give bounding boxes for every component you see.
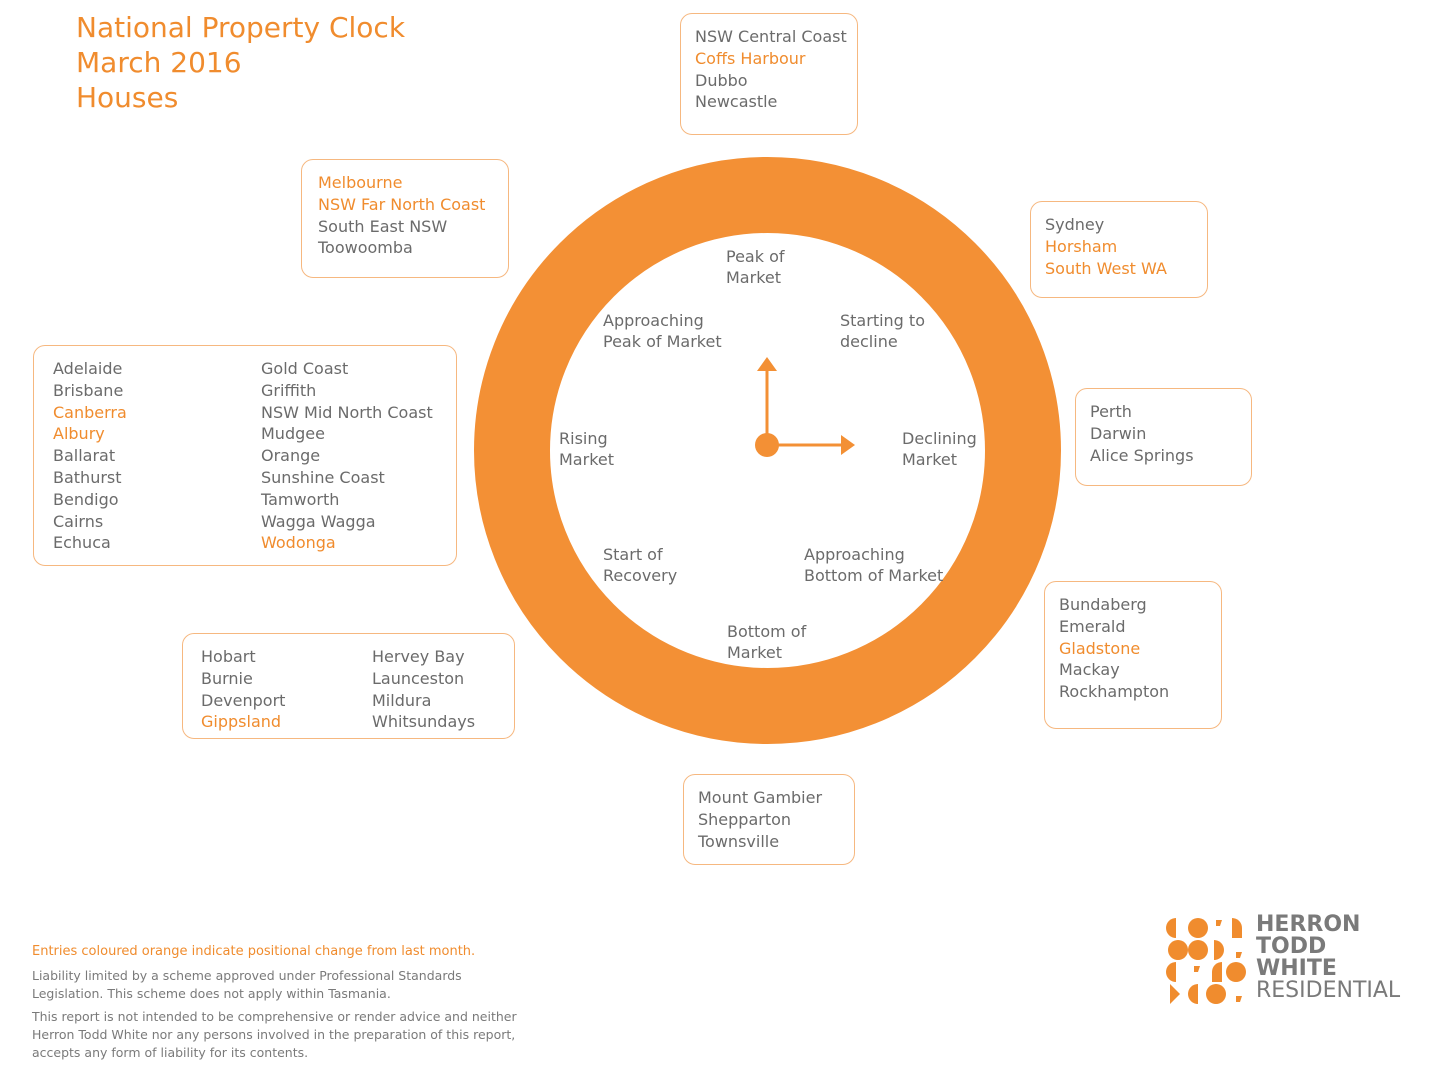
location-item: Mackay [1059,660,1120,680]
group-bottom-left: Hobart Burnie Devenport Gippsland Hervey Ba… [182,633,515,739]
group-top: NSW Central Coast Coffs Harbour Dubbo Newca… [680,13,858,135]
title-line-3: Houses [76,81,179,114]
location-item: Adelaide [53,359,123,378]
location-item: Mudgee [261,424,325,444]
page-title: National Property Clock March 2016 House… [76,10,405,115]
location-item: Wodonga [261,533,336,553]
group-bottom-right: Bundaberg Emerald Gladstone Mackay Rockhampt… [1044,581,1222,729]
location-item: Ballarat [53,446,116,466]
phase-approaching-peak: Approaching Peak of Market [603,311,722,351]
phase-approaching-bottom: Approaching Bottom of Market [804,545,944,585]
location-item: Darwin [1090,423,1147,443]
location-item: Griffith [261,380,317,400]
group-right: Perth Darwin Alice Springs [1075,388,1252,486]
phase-peak: Peak of Market [726,247,785,287]
location-item: Bendigo [53,489,119,509]
location-item: Horsham [1045,236,1118,256]
group-column: Mount Gambier Shepparton Townsville [698,787,822,852]
logo-line-4: RESIDENTIAL [1256,978,1401,1003]
location-item: Orange [261,446,321,466]
location-item: Albury [53,424,105,444]
location-item: Gladstone [1059,638,1141,658]
location-item: NSW Central Coast [695,27,847,46]
location-item: Canberra [53,402,127,422]
group-column: Bundaberg Emerald Gladstone Mackay Rockhampt… [1059,594,1169,703]
location-item: NSW Far North Coast [318,194,486,214]
location-item: Sunshine Coast [261,467,385,487]
location-item: NSW Mid North Coast [261,402,433,422]
location-item: Gippsland [201,712,282,732]
location-item: Devenport [201,690,286,710]
group-column: Hobart Burnie Devenport Gippsland [201,646,285,733]
title-line-2: March 2016 [76,46,242,79]
clock-hand-vertical-arrowhead [757,357,777,371]
company-logo: HERRON TODD WHITE RESIDENTIAL [1166,914,1406,1008]
location-item: Echuca [53,533,111,553]
group-top-left: Melbourne NSW Far North Coast South East N… [301,159,509,278]
title-line-1: National Property Clock [76,11,406,44]
logo-line-1: HERRON [1256,912,1361,937]
liability-text: Liability limited by a scheme approved u… [32,968,462,1001]
logo-text: HERRON TODD WHITE RESIDENTIAL [1256,914,1400,1002]
location-item: Melbourne [318,173,403,192]
location-item: Townsville [698,831,780,851]
group-column: Melbourne NSW Far North Coast South East N… [318,172,485,259]
clock-hub [755,433,779,457]
phase-start-recovery: Start of Recovery [603,545,678,585]
location-item: Burnie [201,668,253,688]
phase-rising: Rising Market [559,429,614,469]
clock-hand-horizontal-arrowhead [841,435,855,455]
location-item: Newcastle [695,92,778,112]
location-item: Coffs Harbour [695,48,806,68]
location-item: South East NSW [318,216,448,236]
phase-starting-decline: Starting to decline [840,311,925,351]
phase-bottom: Bottom of Market [727,622,807,662]
location-item: Cairns [53,511,104,531]
location-item: Bathurst [53,467,122,487]
location-item: Mount Gambier [698,788,823,807]
location-item: Brisbane [53,380,124,400]
location-item: Gold Coast [261,359,349,378]
group-column: Hervey Bay Launceston Mildura Whitsundays [372,646,475,733]
location-item: Perth [1090,402,1132,421]
location-item: Wagga Wagga [261,511,376,531]
location-item: South West WA [1045,258,1167,278]
location-item: Emerald [1059,616,1126,636]
location-item: Bundaberg [1059,595,1147,614]
location-item: Sydney [1045,215,1105,234]
legend-note: Entries coloured orange indicate positio… [32,944,476,959]
group-column: Gold Coast Griffith NSW Mid North Coast Mud… [261,358,433,554]
location-item: Shepparton [698,809,792,829]
logo-line-2: TODD [1256,934,1327,959]
location-item: Launceston [372,668,465,688]
location-item: Dubbo [695,70,748,90]
group-bottom: Mount Gambier Shepparton Townsville [683,774,855,865]
location-item: Tamworth [261,489,340,509]
location-item: Hervey Bay [372,647,465,666]
group-column: NSW Central Coast Coffs Harbour Dubbo Newca… [695,26,847,113]
group-left: Adelaide Brisbane Canberra Albury Ballarat Ba… [33,345,457,566]
group-column: Perth Darwin Alice Springs [1090,401,1194,466]
group-column: Adelaide Brisbane Canberra Albury Ballarat Ba… [53,358,127,554]
location-item: Rockhampton [1059,682,1170,702]
location-item: Whitsundays [372,712,476,732]
group-top-right: Sydney Horsham South West WA [1030,201,1208,298]
location-item: Hobart [201,647,256,666]
location-item: Alice Springs [1090,445,1194,465]
phase-declining: Declining Market [902,429,977,469]
location-item: Mildura [372,690,432,710]
clock-hands [755,357,855,457]
logo-mark [1166,918,1246,1004]
group-column: Sydney Horsham South West WA [1045,214,1167,279]
disclaimer-text: This report is not intended to be compre… [32,1009,517,1060]
location-item: Toowoomba [318,238,413,258]
logo-line-3: WHITE [1256,956,1337,981]
